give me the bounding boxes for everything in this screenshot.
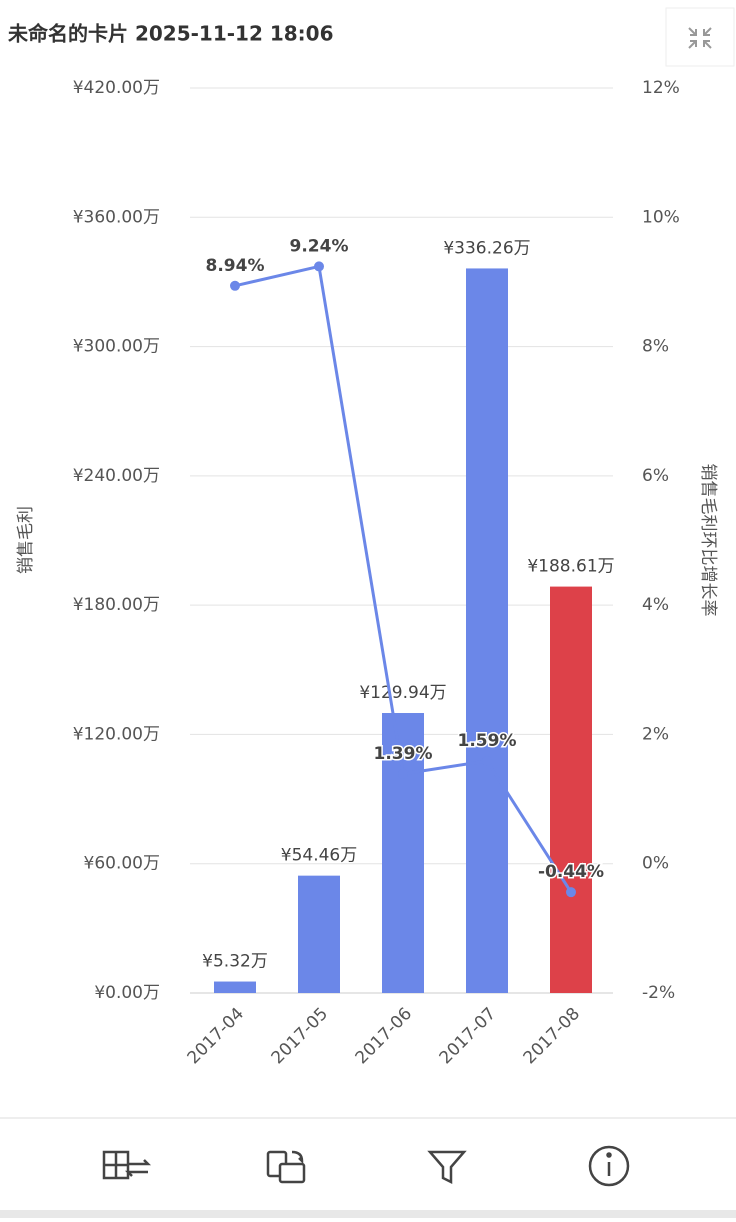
- bar: [550, 586, 592, 993]
- rotate-icon[interactable]: [266, 1150, 306, 1184]
- y2-axis-title: 销售毛利环比增长率: [698, 464, 718, 617]
- y2-tick-label: 12%: [642, 78, 680, 98]
- line-value-label: 9.24%: [290, 236, 349, 256]
- swap-icon[interactable]: [102, 1150, 152, 1180]
- y2-tick-label: 0%: [642, 854, 669, 874]
- y2-tick-label: -2%: [642, 983, 675, 1003]
- line-point: [230, 280, 240, 291]
- y-tick-label: ¥0.00万: [94, 983, 160, 1003]
- y-tick-label: ¥120.00万: [73, 724, 160, 744]
- line-value-label: 1.39%: [374, 744, 433, 764]
- bar: [466, 268, 508, 993]
- line-point: [482, 755, 492, 766]
- bar: [298, 875, 340, 993]
- line-point: [566, 887, 576, 898]
- line-point: [314, 261, 324, 272]
- bar: [382, 713, 424, 993]
- line-point: [398, 768, 408, 779]
- y2-tick-label: 2%: [642, 724, 669, 744]
- line-value-label: -0.44%: [538, 862, 604, 882]
- filter-icon[interactable]: [427, 1150, 467, 1185]
- line-value-label: 8.94%: [206, 256, 265, 276]
- line-value-label: 1.59%: [458, 731, 517, 751]
- bar: [214, 981, 256, 993]
- y-tick-label: ¥60.00万: [84, 854, 160, 874]
- x-tick-label: 2017-05: [268, 1004, 332, 1068]
- card-title: 未命名的卡片 2025-11-12 18:06: [8, 22, 334, 46]
- y2-tick-label: 8%: [642, 337, 669, 357]
- y-tick-label: ¥300.00万: [73, 337, 160, 357]
- y-tick-label: ¥180.00万: [73, 595, 160, 615]
- bar-value-label: ¥336.26万: [443, 238, 530, 258]
- y2-tick-label: 6%: [642, 466, 669, 486]
- bottom-bar: [0, 1210, 736, 1218]
- y2-tick-label: 4%: [642, 595, 669, 615]
- x-tick-label: 2017-06: [352, 1004, 416, 1068]
- bar-value-label: ¥188.61万: [527, 557, 614, 577]
- collapse-button[interactable]: [665, 7, 735, 67]
- bar-value-label: ¥54.46万: [281, 846, 357, 866]
- y-axis-title: 销售毛利: [16, 506, 36, 574]
- x-tick-label: 2017-04: [184, 1004, 248, 1068]
- y2-tick-label: 10%: [642, 207, 680, 227]
- y-tick-label: ¥420.00万: [73, 78, 160, 98]
- bar-value-label: ¥129.94万: [359, 683, 446, 703]
- x-tick-label: 2017-07: [436, 1004, 500, 1068]
- y-tick-label: ¥240.00万: [73, 466, 160, 486]
- y-tick-label: ¥360.00万: [73, 207, 160, 227]
- bar-value-label: ¥5.32万: [202, 952, 268, 972]
- x-tick-label: 2017-08: [520, 1004, 584, 1068]
- info-icon[interactable]: [588, 1145, 630, 1187]
